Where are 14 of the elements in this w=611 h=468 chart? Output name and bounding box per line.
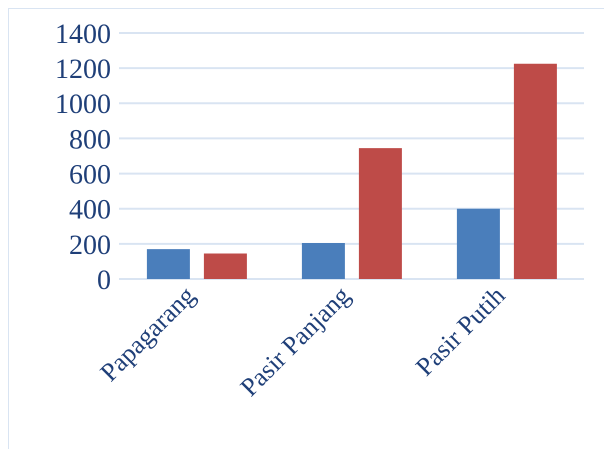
y-tick-label: 1200 xyxy=(55,54,111,86)
bar xyxy=(204,254,247,279)
y-tick-label: 200 xyxy=(69,230,111,261)
y-tick-label: 800 xyxy=(69,124,111,156)
y-tick-label: 1000 xyxy=(55,89,111,120)
y-tick-label: 600 xyxy=(69,160,111,191)
bar xyxy=(456,208,500,279)
bar xyxy=(514,64,557,279)
y-tick-label: 0 xyxy=(97,264,111,296)
y-tick-label: 1400 xyxy=(55,18,111,50)
bar xyxy=(302,242,345,279)
y-tick-label: 400 xyxy=(69,194,111,226)
bar xyxy=(358,148,402,279)
bar xyxy=(146,249,190,279)
